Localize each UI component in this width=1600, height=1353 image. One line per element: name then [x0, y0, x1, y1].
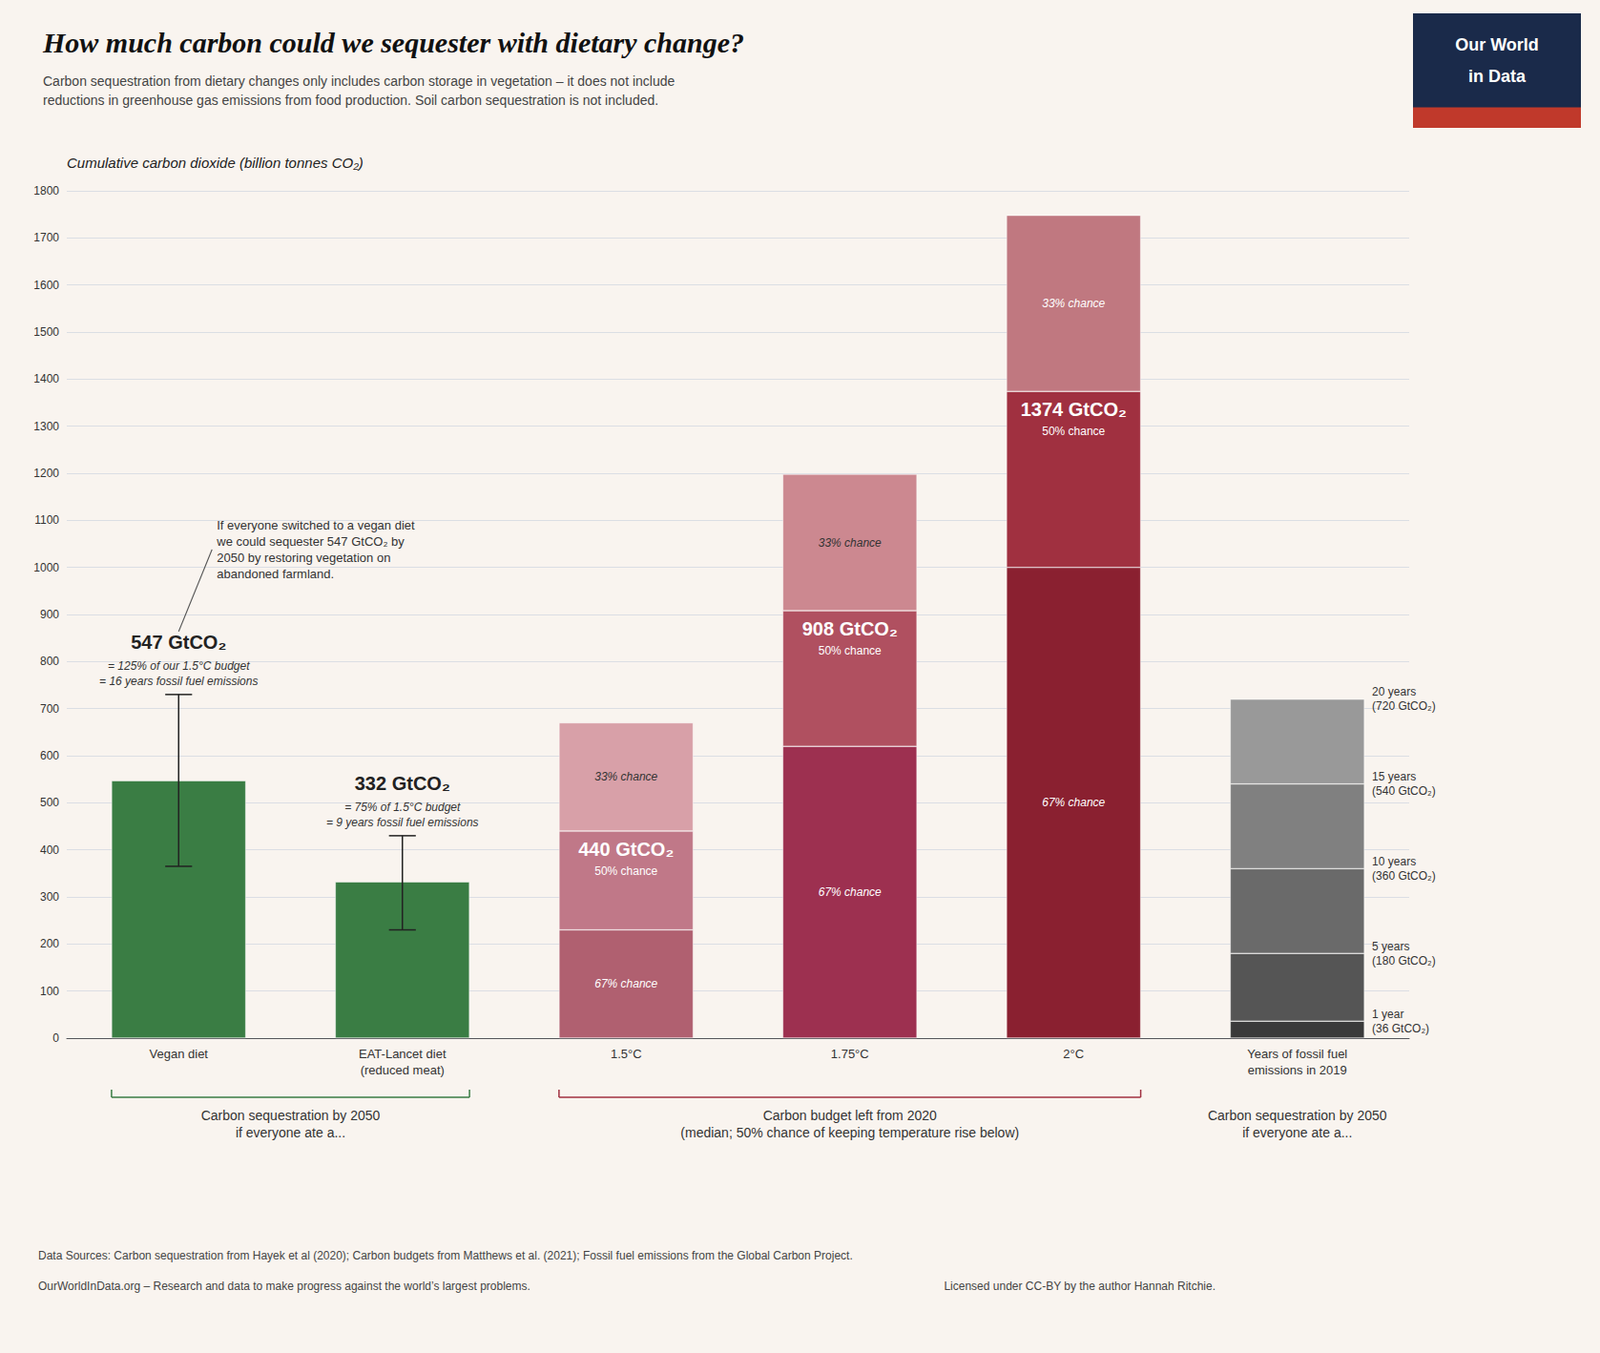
svg-text:33% chance: 33% chance [594, 769, 658, 784]
svg-text:10 years: 10 years [1371, 854, 1416, 869]
svg-text:33% chance: 33% chance [1041, 296, 1105, 311]
svg-text:2050 by restoring vegetation o: 2050 by restoring vegetation on [216, 550, 391, 565]
svg-text:Licensed under CC-BY by the au: Licensed under CC-BY by the author Hanna… [943, 1279, 1216, 1293]
svg-text:(reduced meat): (reduced meat) [360, 1062, 445, 1078]
svg-text:1800: 1800 [33, 184, 60, 198]
svg-text:= 125% of our 1.5°C budget: = 125% of our 1.5°C budget [107, 659, 250, 673]
svg-text:(median; 50% chance of keeping: (median; 50% chance of keeping temperatu… [680, 1124, 1019, 1141]
svg-text:= 16 years fossil fuel emissio: = 16 years fossil fuel emissions [99, 674, 258, 688]
svg-text:Data Sources: Carbon sequestra: Data Sources: Carbon sequestration from … [38, 1248, 853, 1263]
svg-text:1 year: 1 year [1371, 1007, 1404, 1021]
svg-text:1600: 1600 [33, 278, 60, 292]
svg-text:(360 GtCO₂): (360 GtCO₂) [1371, 869, 1436, 883]
svg-text:1100: 1100 [34, 513, 60, 527]
svg-text:100: 100 [40, 984, 60, 998]
svg-text:= 75% of 1.5°C budget: = 75% of 1.5°C budget [344, 800, 461, 814]
svg-text:emissions in 2019: emissions in 2019 [1247, 1062, 1348, 1078]
svg-text:(720 GtCO₂): (720 GtCO₂) [1371, 699, 1436, 713]
svg-text:332 GtCO₂: 332 GtCO₂ [354, 772, 451, 794]
svg-text:50% chance: 50% chance [594, 864, 658, 878]
svg-text:500: 500 [40, 795, 60, 810]
svg-text:reductions in greenhouse gas e: reductions in greenhouse gas emissions f… [42, 92, 659, 108]
svg-text:67% chance: 67% chance [1041, 795, 1105, 810]
svg-text:15 years: 15 years [1371, 769, 1416, 784]
svg-text:Carbon sequestration from diet: Carbon sequestration from dietary change… [42, 73, 676, 89]
svg-text:1300: 1300 [33, 419, 60, 434]
svg-text:If everyone switched to a vega: If everyone switched to a vegan diet [216, 518, 416, 533]
svg-text:200: 200 [40, 936, 60, 951]
svg-text:1374 GtCO₂: 1374 GtCO₂ [1020, 398, 1127, 420]
svg-text:Carbon budget left from 2020: Carbon budget left from 2020 [763, 1107, 937, 1123]
svg-text:= 9 years fossil fuel emission: = 9 years fossil fuel emissions [326, 815, 479, 830]
svg-text:400: 400 [40, 843, 60, 857]
svg-text:OurWorldInData.org – Research: OurWorldInData.org – Research and data t… [38, 1279, 531, 1293]
svg-text:(36 GtCO₂): (36 GtCO₂) [1371, 1021, 1430, 1036]
svg-text:if everyone ate a...: if everyone ate a... [235, 1124, 346, 1141]
svg-text:547 GtCO₂: 547 GtCO₂ [130, 631, 227, 653]
svg-text:67% chance: 67% chance [818, 885, 882, 899]
svg-text:50% chance: 50% chance [818, 644, 882, 658]
svg-text:33% chance: 33% chance [818, 536, 882, 550]
svg-text:abandoned farmland.: abandoned farmland. [216, 566, 334, 582]
svg-text:(180 GtCO₂): (180 GtCO₂) [1371, 954, 1436, 968]
svg-text:Our World: Our World [1454, 35, 1539, 55]
svg-text:in Data: in Data [1468, 66, 1527, 86]
svg-text:Carbon sequestration by 2050: Carbon sequestration by 2050 [201, 1107, 381, 1123]
svg-text:700: 700 [40, 702, 60, 716]
svg-text:908 GtCO₂: 908 GtCO₂ [802, 618, 898, 640]
svg-text:EAT-Lancet diet: EAT-Lancet diet [358, 1046, 447, 1061]
svg-text:600: 600 [40, 748, 60, 763]
svg-text:1.5°C: 1.5°C [610, 1046, 643, 1061]
svg-text:50% chance: 50% chance [1041, 424, 1105, 438]
svg-text:1000: 1000 [33, 561, 60, 575]
svg-text:Cumulative carbon dioxide (bil: Cumulative carbon dioxide (billion tonne… [66, 154, 364, 171]
svg-text:1700: 1700 [33, 230, 60, 245]
svg-text:Years of fossil fuel: Years of fossil fuel [1246, 1046, 1348, 1061]
svg-text:900: 900 [40, 607, 60, 622]
svg-text:1200: 1200 [33, 466, 60, 480]
svg-text:20 years: 20 years [1371, 685, 1416, 699]
svg-text:How much carbon could we seque: How much carbon could we sequester with … [41, 26, 745, 59]
svg-text:0: 0 [52, 1031, 60, 1045]
svg-text:440 GtCO₂: 440 GtCO₂ [578, 838, 674, 860]
svg-text:(540 GtCO₂): (540 GtCO₂) [1371, 784, 1436, 798]
svg-text:1500: 1500 [33, 325, 60, 339]
svg-text:1.75°C: 1.75°C [831, 1046, 870, 1061]
svg-text:we could sequester 547 GtCO₂ b: we could sequester 547 GtCO₂ by [215, 534, 405, 549]
svg-text:Vegan diet: Vegan diet [149, 1046, 209, 1061]
svg-text:Carbon sequestration by 2050: Carbon sequestration by 2050 [1207, 1107, 1388, 1123]
svg-text:67% chance: 67% chance [594, 976, 658, 991]
svg-text:2°C: 2°C [1062, 1046, 1084, 1061]
svg-text:1400: 1400 [33, 372, 60, 386]
svg-text:if everyone ate a...: if everyone ate a... [1242, 1124, 1352, 1141]
svg-text:5 years: 5 years [1371, 939, 1410, 954]
svg-text:300: 300 [40, 890, 60, 904]
svg-text:800: 800 [40, 654, 60, 668]
